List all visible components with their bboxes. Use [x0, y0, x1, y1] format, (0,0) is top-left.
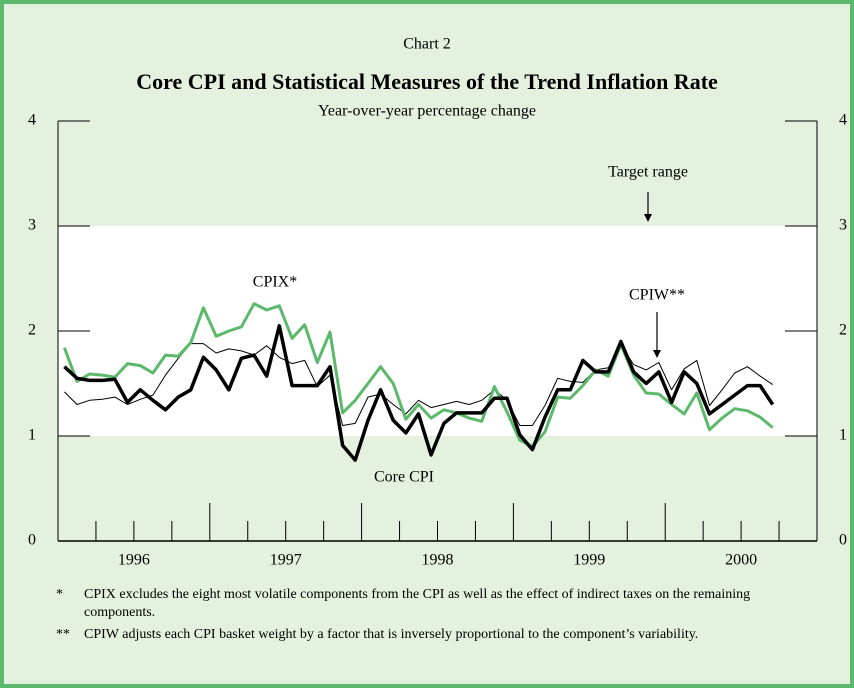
y2-tick-label: 1: [839, 427, 847, 444]
footnote-text: CPIX excludes the eight most volatile co…: [84, 587, 751, 620]
chart-subtitle: Year-over-year percentage change: [318, 103, 536, 120]
x-tick-label: 1998: [422, 552, 454, 569]
series-line: [63, 324, 775, 462]
x-tick-label: 1997: [270, 552, 302, 569]
y-tick-label: 4: [28, 112, 36, 129]
arrow-head: [653, 350, 661, 358]
footnote-marker: *: [56, 587, 63, 602]
y2-tick-label: 3: [839, 217, 847, 234]
arrow-head: [644, 214, 652, 222]
x-tick-label: 1996: [118, 552, 150, 569]
x-tick-label: 1999: [573, 552, 605, 569]
annotation: CPIW**: [629, 287, 685, 304]
x-tick-label: 2000: [725, 552, 757, 569]
annotation: Target range: [608, 164, 688, 181]
annotation: CPIX*: [253, 274, 297, 291]
y-tick-label: 2: [28, 322, 36, 339]
y2-tick-label: 0: [839, 532, 847, 549]
footnote: ** CPIW adjusts each CPI basket weight by…: [56, 626, 796, 644]
y-tick-label: 1: [28, 427, 36, 444]
chart-title: Core CPI and Statistical Measures of the…: [136, 69, 718, 94]
series-line: [62, 302, 774, 448]
annotation: Core CPI: [374, 469, 434, 486]
chart-label: Chart 2: [403, 36, 451, 53]
y-tick-label: 0: [28, 532, 36, 549]
y2-tick-label: 4: [839, 112, 847, 129]
y2-tick-label: 2: [839, 322, 847, 339]
footnote-text: CPIW adjusts each CPI basket weight by a…: [84, 627, 699, 642]
footnote-marker: **: [56, 627, 70, 642]
y-tick-label: 3: [28, 217, 36, 234]
footnote: * CPIX excludes the eight most volatile c…: [56, 586, 796, 622]
